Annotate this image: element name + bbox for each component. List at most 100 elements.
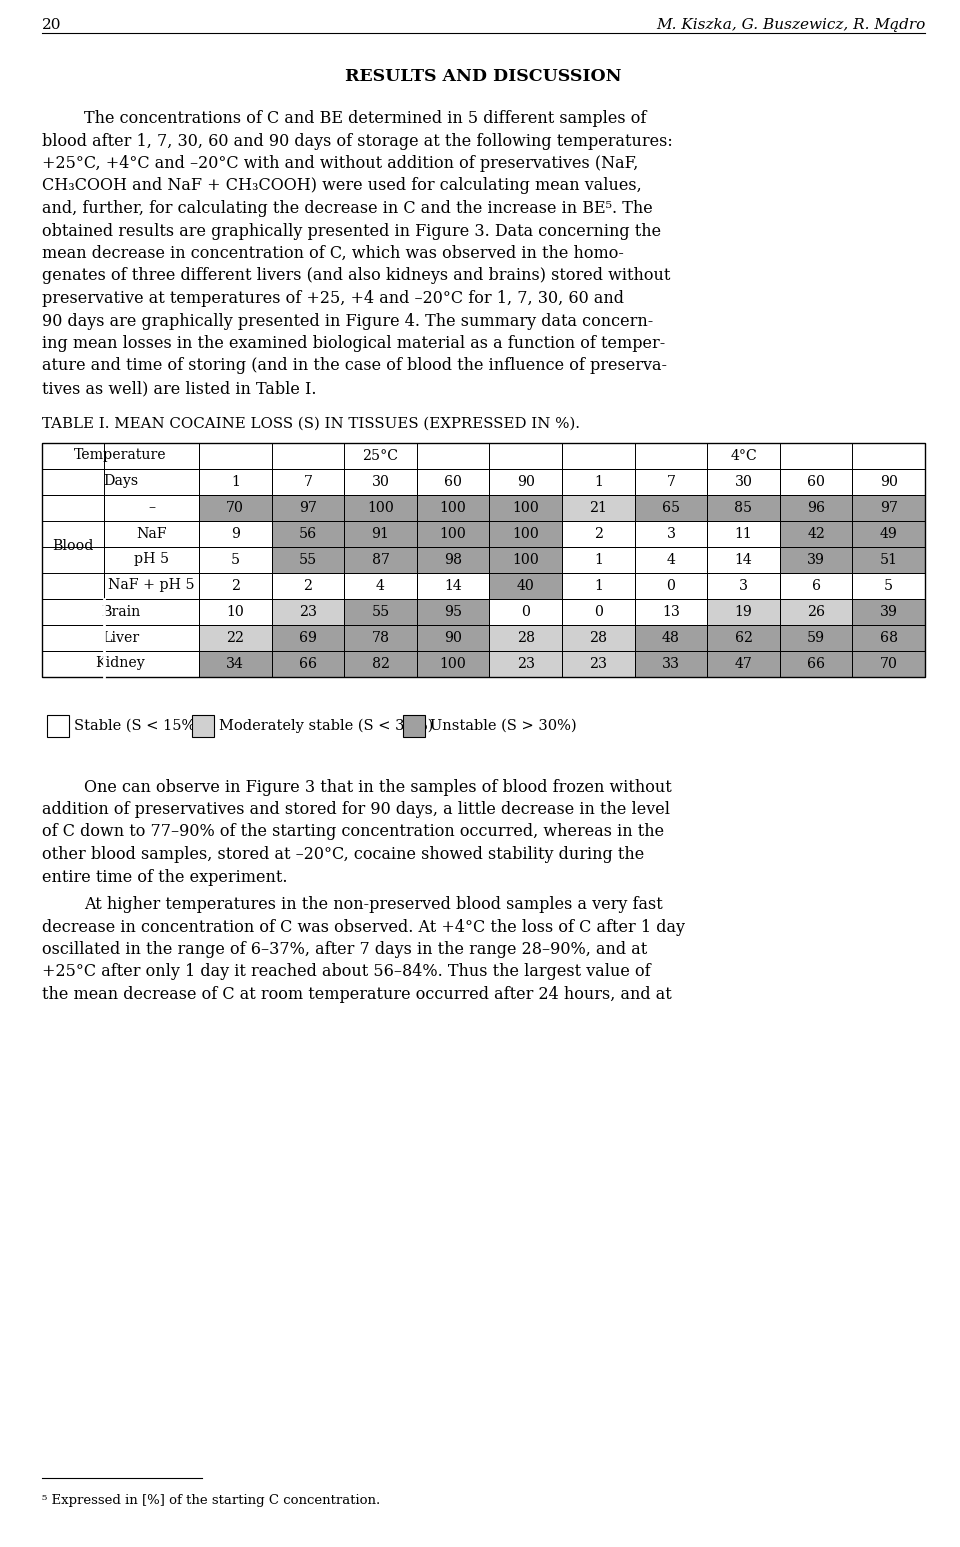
Text: 97: 97 [879, 501, 898, 515]
Bar [562, 572, 635, 599]
Bar [272, 625, 345, 650]
Bar [490, 650, 562, 676]
Text: 51: 51 [879, 552, 898, 566]
Text: 78: 78 [372, 631, 390, 645]
Bar [42, 442, 925, 676]
Bar [708, 572, 780, 599]
Text: 21: 21 [589, 501, 608, 515]
Bar [272, 520, 345, 546]
Text: 25°C: 25°C [363, 449, 398, 463]
Bar [345, 650, 417, 676]
Text: the mean decrease of C at room temperature occurred after 24 hours, and at: the mean decrease of C at room temperatu… [42, 985, 672, 1002]
Text: of C down to 77–90% of the starting concentration occurred, whereas in the: of C down to 77–90% of the starting conc… [42, 823, 664, 840]
Text: TABLE I. MEAN COCAINE LOSS (S) IN TISSUES (EXPRESSED IN %).: TABLE I. MEAN COCAINE LOSS (S) IN TISSUE… [42, 416, 580, 430]
Bar [490, 599, 562, 625]
Bar [852, 650, 925, 676]
Text: 39: 39 [879, 605, 898, 619]
Text: NaF: NaF [136, 526, 167, 540]
Text: Liver: Liver [102, 631, 139, 645]
Bar [199, 572, 272, 599]
Text: 33: 33 [661, 656, 680, 670]
Text: 40: 40 [516, 579, 535, 593]
Bar [417, 572, 490, 599]
Bar [562, 520, 635, 546]
Text: 1: 1 [594, 475, 603, 489]
Text: oscillated in the range of 6–37%, after 7 days in the range 28–90%, and at: oscillated in the range of 6–37%, after … [42, 941, 647, 958]
Text: The concentrations of C and BE determined in 5 different samples of: The concentrations of C and BE determine… [84, 110, 646, 127]
Text: 1: 1 [594, 579, 603, 593]
Text: 2: 2 [303, 579, 312, 593]
Text: Days: Days [103, 475, 138, 489]
Bar [345, 520, 417, 546]
Bar [852, 469, 925, 495]
Text: 98: 98 [444, 552, 462, 566]
Bar [852, 599, 925, 625]
Bar [272, 546, 345, 572]
Bar [272, 572, 345, 599]
Bar [708, 469, 780, 495]
Bar [199, 650, 272, 676]
Text: 90: 90 [879, 475, 898, 489]
Bar [852, 625, 925, 650]
Bar [490, 495, 562, 520]
Text: 100: 100 [367, 501, 394, 515]
Bar [345, 546, 417, 572]
Bar [635, 546, 708, 572]
Bar [708, 650, 780, 676]
Bar [192, 715, 214, 736]
Text: 100: 100 [513, 501, 540, 515]
Bar [417, 625, 490, 650]
Text: RESULTS AND DISCUSSION: RESULTS AND DISCUSSION [346, 68, 622, 85]
Text: 23: 23 [589, 656, 608, 670]
Text: and, further, for calculating the decrease in C and the increase in BE⁵. The: and, further, for calculating the decrea… [42, 200, 653, 217]
Text: 65: 65 [661, 501, 680, 515]
Bar [780, 572, 852, 599]
Text: 0: 0 [666, 579, 676, 593]
Text: addition of preservatives and stored for 90 days, a little decrease in the level: addition of preservatives and stored for… [42, 801, 670, 818]
Text: 60: 60 [807, 475, 825, 489]
Text: 100: 100 [440, 526, 467, 540]
Text: M. Kiszka, G. Buszewicz, R. Mądro: M. Kiszka, G. Buszewicz, R. Mądro [656, 19, 925, 32]
Bar [852, 495, 925, 520]
Text: 82: 82 [372, 656, 390, 670]
Bar [417, 546, 490, 572]
Text: 70: 70 [227, 501, 244, 515]
Bar [780, 650, 852, 676]
Text: 4°C: 4°C [731, 449, 756, 463]
Bar [635, 572, 708, 599]
Bar [780, 625, 852, 650]
Bar [490, 546, 562, 572]
Text: 91: 91 [372, 526, 390, 540]
Text: decrease in concentration of C was observed. At +4°C the loss of C after 1 day: decrease in concentration of C was obser… [42, 919, 685, 936]
Bar [47, 715, 69, 736]
Text: 3: 3 [739, 579, 748, 593]
Text: Blood: Blood [52, 540, 94, 554]
Text: ing mean losses in the examined biological material as a function of temper-: ing mean losses in the examined biologic… [42, 336, 665, 353]
Text: 7: 7 [303, 475, 312, 489]
Bar [199, 495, 272, 520]
Text: preservative at temperatures of +25, +4 and –20°C for 1, 7, 30, 60 and: preservative at temperatures of +25, +4 … [42, 289, 624, 306]
Text: –: – [148, 501, 156, 515]
Text: 9: 9 [230, 526, 240, 540]
Bar [42, 442, 199, 469]
Text: 100: 100 [440, 656, 467, 670]
Text: 55: 55 [299, 552, 317, 566]
Bar [272, 469, 345, 495]
Text: 95: 95 [444, 605, 462, 619]
Bar [345, 469, 417, 495]
Text: Brain: Brain [101, 605, 140, 619]
Bar [272, 650, 345, 676]
Bar [199, 625, 272, 650]
Text: 70: 70 [879, 656, 898, 670]
Bar [562, 599, 635, 625]
Text: At higher temperatures in the non-preserved blood samples a very fast: At higher temperatures in the non-preser… [84, 896, 662, 913]
Bar [562, 650, 635, 676]
Text: 59: 59 [807, 631, 826, 645]
Text: ⁵ Expressed in [%] of the starting C concentration.: ⁵ Expressed in [%] of the starting C con… [42, 1494, 380, 1507]
Text: 55: 55 [372, 605, 390, 619]
Text: 7: 7 [666, 475, 676, 489]
Bar [199, 469, 272, 495]
Text: 66: 66 [299, 656, 317, 670]
Text: 20: 20 [42, 19, 61, 32]
Text: blood after 1, 7, 30, 60 and 90 days of storage at the following temperatures:: blood after 1, 7, 30, 60 and 90 days of … [42, 133, 673, 150]
